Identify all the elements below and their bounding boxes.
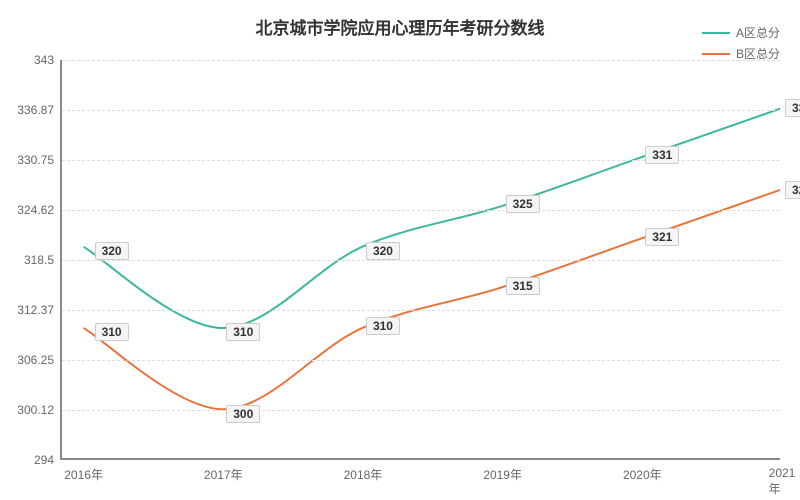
data-label: 315 (506, 277, 540, 295)
data-label: 300 (226, 405, 260, 423)
data-label: 310 (95, 323, 129, 341)
legend-label-a: A区总分 (736, 24, 780, 41)
data-label: 320 (366, 242, 400, 260)
gridline (62, 360, 780, 361)
gridline (62, 310, 780, 311)
x-tick-label: 2019年 (483, 458, 522, 483)
data-label: 310 (366, 317, 400, 335)
gridline (62, 260, 780, 261)
y-tick-label: 306.25 (17, 353, 62, 367)
y-tick-label: 330.75 (17, 153, 62, 167)
data-label: 310 (226, 323, 260, 341)
gridline (62, 410, 780, 411)
x-tick-label: 2016年 (64, 458, 103, 483)
y-tick-label: 343 (34, 53, 62, 67)
x-tick-label: 2018年 (344, 458, 383, 483)
x-tick-label: 2020年 (623, 458, 662, 483)
gridline (62, 60, 780, 61)
data-label: 321 (645, 228, 679, 246)
data-label: 331 (645, 146, 679, 164)
y-tick-label: 300.12 (17, 403, 62, 417)
chart-svg (62, 60, 780, 458)
data-label: 327 (785, 181, 800, 199)
data-label: 325 (506, 195, 540, 213)
legend-swatch-b (702, 53, 730, 55)
x-tick-label: 2021年 (769, 458, 796, 497)
y-tick-label: 336.87 (17, 103, 62, 117)
legend-item-a: A区总分 (702, 24, 780, 41)
series-line-0 (84, 109, 780, 328)
data-label: 320 (95, 242, 129, 260)
gridline (62, 210, 780, 211)
data-label: 337 (785, 99, 800, 117)
legend-swatch-a (702, 32, 730, 34)
series-line-1 (84, 190, 780, 409)
chart-title: 北京城市学院应用心理历年考研分数线 (256, 14, 545, 39)
gridline (62, 110, 780, 111)
x-tick-label: 2017年 (204, 458, 243, 483)
y-tick-label: 294 (34, 453, 62, 467)
chart-container: 北京城市学院应用心理历年考研分数线 A区总分 B区总分 294300.12306… (0, 0, 800, 500)
plot-area: 294300.12306.25312.37318.5324.62330.7533… (60, 60, 780, 460)
y-tick-label: 318.5 (24, 253, 62, 267)
y-tick-label: 324.62 (17, 203, 62, 217)
y-tick-label: 312.37 (17, 303, 62, 317)
